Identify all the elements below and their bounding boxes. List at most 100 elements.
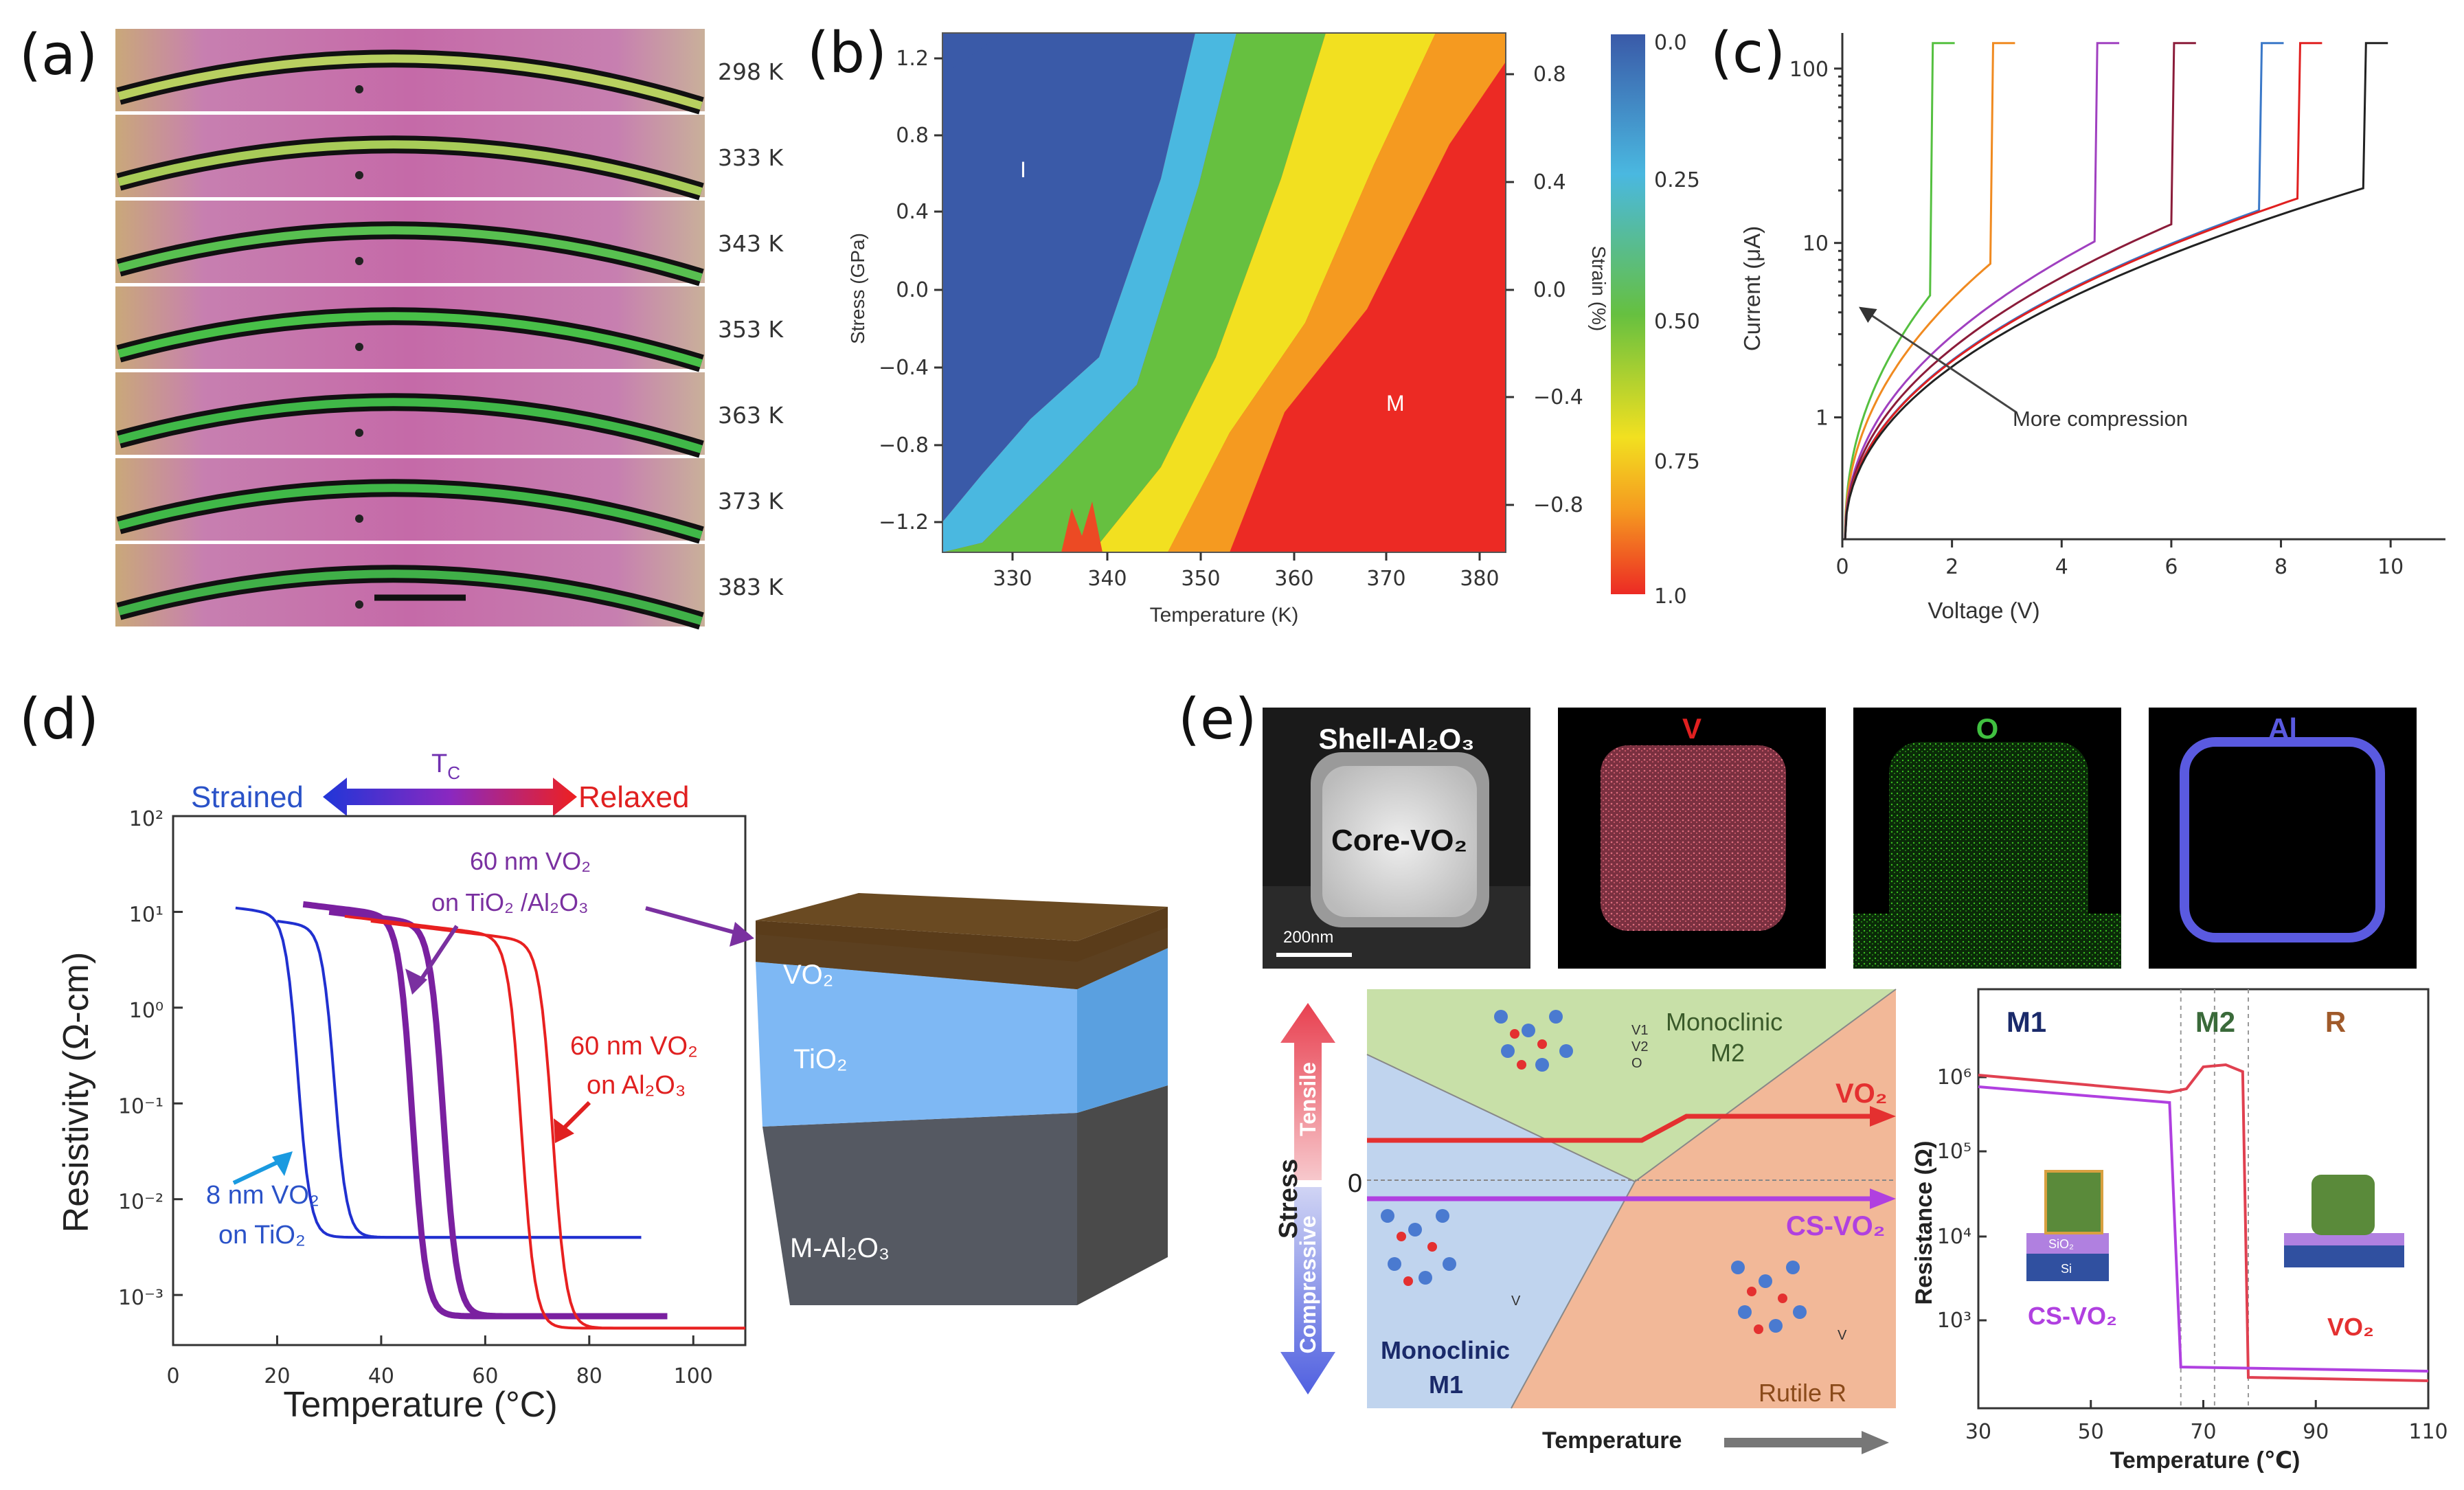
y-tick-label: 0.8 [896, 124, 929, 148]
panel-b: (b) I M 330 340 350 360 370 380 1.2 0.8 0.4 0.0 −… [807, 21, 1700, 627]
x-tick-label: 330 [993, 567, 1032, 591]
phase-m2-sub: M2 [1710, 1039, 1745, 1067]
x-tick-label: 4 [2055, 555, 2068, 579]
x-tick-label: 370 [1366, 567, 1405, 591]
nanobeam-core [117, 484, 703, 539]
phase-rutile: Rutile R [1759, 1379, 1846, 1407]
stress-axis-label: Stress [1274, 1159, 1303, 1239]
nanobeam-core [117, 569, 703, 625]
temperature-label: 298 K [718, 58, 784, 85]
tem-image [1263, 708, 1530, 969]
y-tick-label: 1.2 [896, 47, 929, 71]
y-tick-label: 10⁰ [129, 999, 163, 1023]
eds-o-label: O [1976, 712, 1999, 745]
resistance-curve-csvo2 [1978, 1085, 2429, 1373]
x-tick-label: 340 [1087, 567, 1127, 591]
x-tick-label: 30 [1965, 1420, 1991, 1444]
x-tick-label: 80 [576, 1364, 602, 1388]
zero-label: 0 [1348, 1169, 1362, 1198]
iv-curve-series [1844, 42, 2120, 540]
annotation-film-arrow [645, 906, 737, 935]
relaxed-label: Relaxed [578, 780, 689, 814]
phase-heatmap [942, 33, 1506, 552]
res-r-label: R [2325, 1006, 2346, 1038]
resistivity-plot: 0 20 40 60 80 100 10² 10¹ 10⁰ 10⁻¹ 10⁻² 10⁻³ [118, 807, 747, 1388]
phase-m1-title: Monoclinic [1381, 1336, 1510, 1364]
iv-curve-series [1844, 42, 2196, 540]
strain-tick-label: −0.4 [1533, 385, 1583, 409]
eds-al-label: Al [2268, 712, 2297, 745]
inset-sio2: SiO₂ [2048, 1237, 2074, 1251]
heatmap-y-label: Stress (GPa) [847, 233, 868, 344]
layer-vo2: VO₂ [783, 960, 833, 990]
panel-c-label: (c) [1710, 21, 1785, 86]
x-tick-label: 6 [2165, 555, 2178, 579]
colorbar [1611, 34, 1645, 594]
contact-dot [355, 85, 363, 93]
tem-scale-label: 200nm [1283, 928, 1333, 947]
micrograph-strip [115, 29, 705, 630]
x-tick-label: 50 [2078, 1420, 2104, 1444]
tem-core-label: Core-VO₂ [1331, 824, 1467, 857]
y-tick-label: 0.4 [896, 200, 929, 224]
x-tick-label: 110 [2408, 1420, 2448, 1444]
compressive-label: Compressive [1296, 1216, 1320, 1354]
curve-al2o3-cooling [344, 914, 745, 1330]
temperature-label: 373 K [718, 488, 784, 515]
resistivity-y-label: Resistivity (Ω-cm) [56, 952, 96, 1233]
curve-tio2-al2o3-heating [328, 908, 668, 1320]
annotation-8nm-l1: 8 nm VO₂ [206, 1181, 319, 1210]
curve-8nm-heating [277, 920, 642, 1239]
iv-curve-series [1844, 42, 2015, 540]
resistance-curve-vo2 [1978, 1063, 2429, 1382]
res-m1-label: M1 [2007, 1006, 2046, 1038]
contact-dot [355, 171, 363, 179]
nanobeam-core [117, 312, 703, 368]
panel-e-label: (e) [1178, 687, 1256, 752]
tc-label: TC [431, 749, 460, 783]
x-tick-label: 20 [264, 1364, 290, 1388]
y-tick-label: 10⁻² [118, 1190, 163, 1215]
iv-curve-series [1844, 42, 2322, 540]
y-tick-label: 10⁻¹ [118, 1094, 163, 1118]
heatmap-strain-ticks: 0.8 0.4 0.0 −0.4 −0.8 [1506, 63, 1583, 517]
y-tick-label: 0.0 [896, 278, 929, 302]
x-tick-label: 350 [1181, 567, 1220, 591]
y-tick-label: −0.8 [879, 433, 929, 458]
iv-curve-series [1844, 42, 2284, 540]
strain-tick-label: 0.4 [1533, 170, 1566, 194]
region-i-label: I [1020, 157, 1026, 182]
temperature-labels: 298 K 333 K 343 K 353 K 363 K 373 K 383 K [718, 58, 784, 600]
inset-si: Si [2061, 1262, 2072, 1276]
res-y-label: Resistance (Ω) [1911, 1141, 1937, 1305]
y-tick-label: 10⁻³ [118, 1286, 163, 1310]
x-tick-label: 0 [166, 1364, 179, 1388]
tem-shell-label: Shell-Al₂O₃ [1318, 723, 1474, 755]
heatmap-strain-label: Strain (%) [1588, 246, 1609, 331]
x-tick-label: 60 [472, 1364, 498, 1388]
curve-tio2-al2o3-cooling [302, 901, 668, 1320]
tensile-label: Tensile [1296, 1062, 1320, 1136]
x-tick-label: 40 [368, 1364, 394, 1388]
annotation-8nm-l2: on TiO₂ [218, 1221, 306, 1250]
curve-al2o3-heating [370, 919, 745, 1330]
legend-o: O [1631, 1056, 1642, 1071]
colorbar-ticks: 0.0 0.25 0.50 0.75 1.0 [1654, 31, 1700, 609]
iv-y-label: Current (μA) [1739, 226, 1765, 351]
heatmap-x-label: Temperature (K) [1150, 604, 1299, 627]
inset-csvo2 [2026, 1170, 2109, 1281]
strain-tick-label: 0.8 [1533, 63, 1566, 87]
temperature-axis-label: Temperature [1542, 1427, 1682, 1454]
annotation-tio2-al2o3-l2: on TiO₂ /Al₂O₃ [431, 888, 589, 916]
annotation-al2o3-arrow [560, 1100, 591, 1132]
annotation-tio2-al2o3-l1: 60 nm VO₂ [470, 847, 591, 875]
y-tick-label: 10⁵ [1937, 1140, 1971, 1164]
phase-diagram [1366, 989, 1897, 1409]
phase-m2-title: Monoclinic [1666, 1008, 1783, 1036]
legend-v2: V2 [1631, 1039, 1648, 1054]
x-tick-label: 10 [2377, 555, 2404, 579]
nanobeam-core [117, 54, 703, 110]
eds-map-v [1558, 708, 1826, 969]
colorbar-tick-label: 0.75 [1654, 450, 1700, 474]
